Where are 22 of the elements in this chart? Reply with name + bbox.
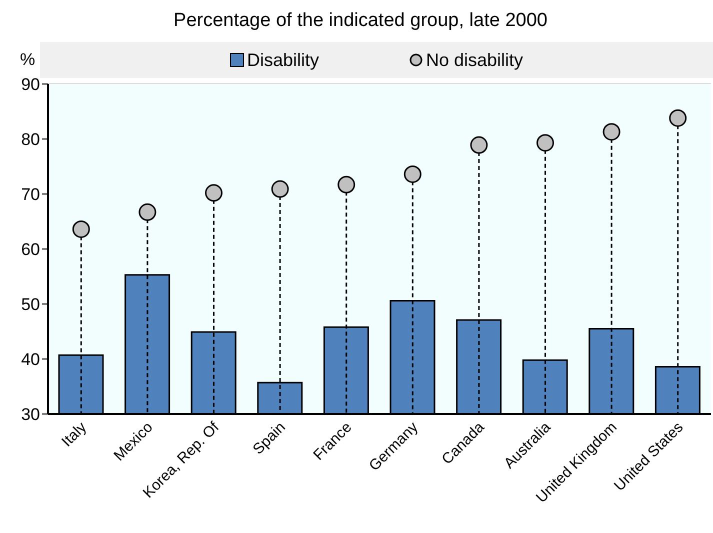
point [470, 136, 488, 154]
point [338, 176, 356, 194]
y-tick-label: 90 [21, 75, 40, 94]
point [205, 184, 222, 202]
y-tick-label: 30 [21, 405, 40, 424]
point [602, 123, 620, 141]
y-tick-label: 60 [21, 240, 40, 260]
point [669, 109, 687, 127]
legend-label: No disability [426, 50, 524, 70]
point [72, 220, 90, 238]
chart-title: Percentage of the indicated group, late 2000 [172, 9, 548, 33]
point [536, 134, 554, 152]
legend-label: Disability [246, 50, 319, 70]
y-tick-label: 70 [21, 185, 40, 204]
point [271, 180, 289, 198]
y-tick-label: 80 [21, 130, 40, 150]
point [138, 203, 156, 221]
y-tick-label: 50 [21, 295, 40, 314]
y-axis-title: % [20, 50, 36, 70]
x-tick-label: Italy [58, 418, 90, 450]
y-tick-label: 40 [21, 350, 40, 370]
point [404, 165, 422, 183]
